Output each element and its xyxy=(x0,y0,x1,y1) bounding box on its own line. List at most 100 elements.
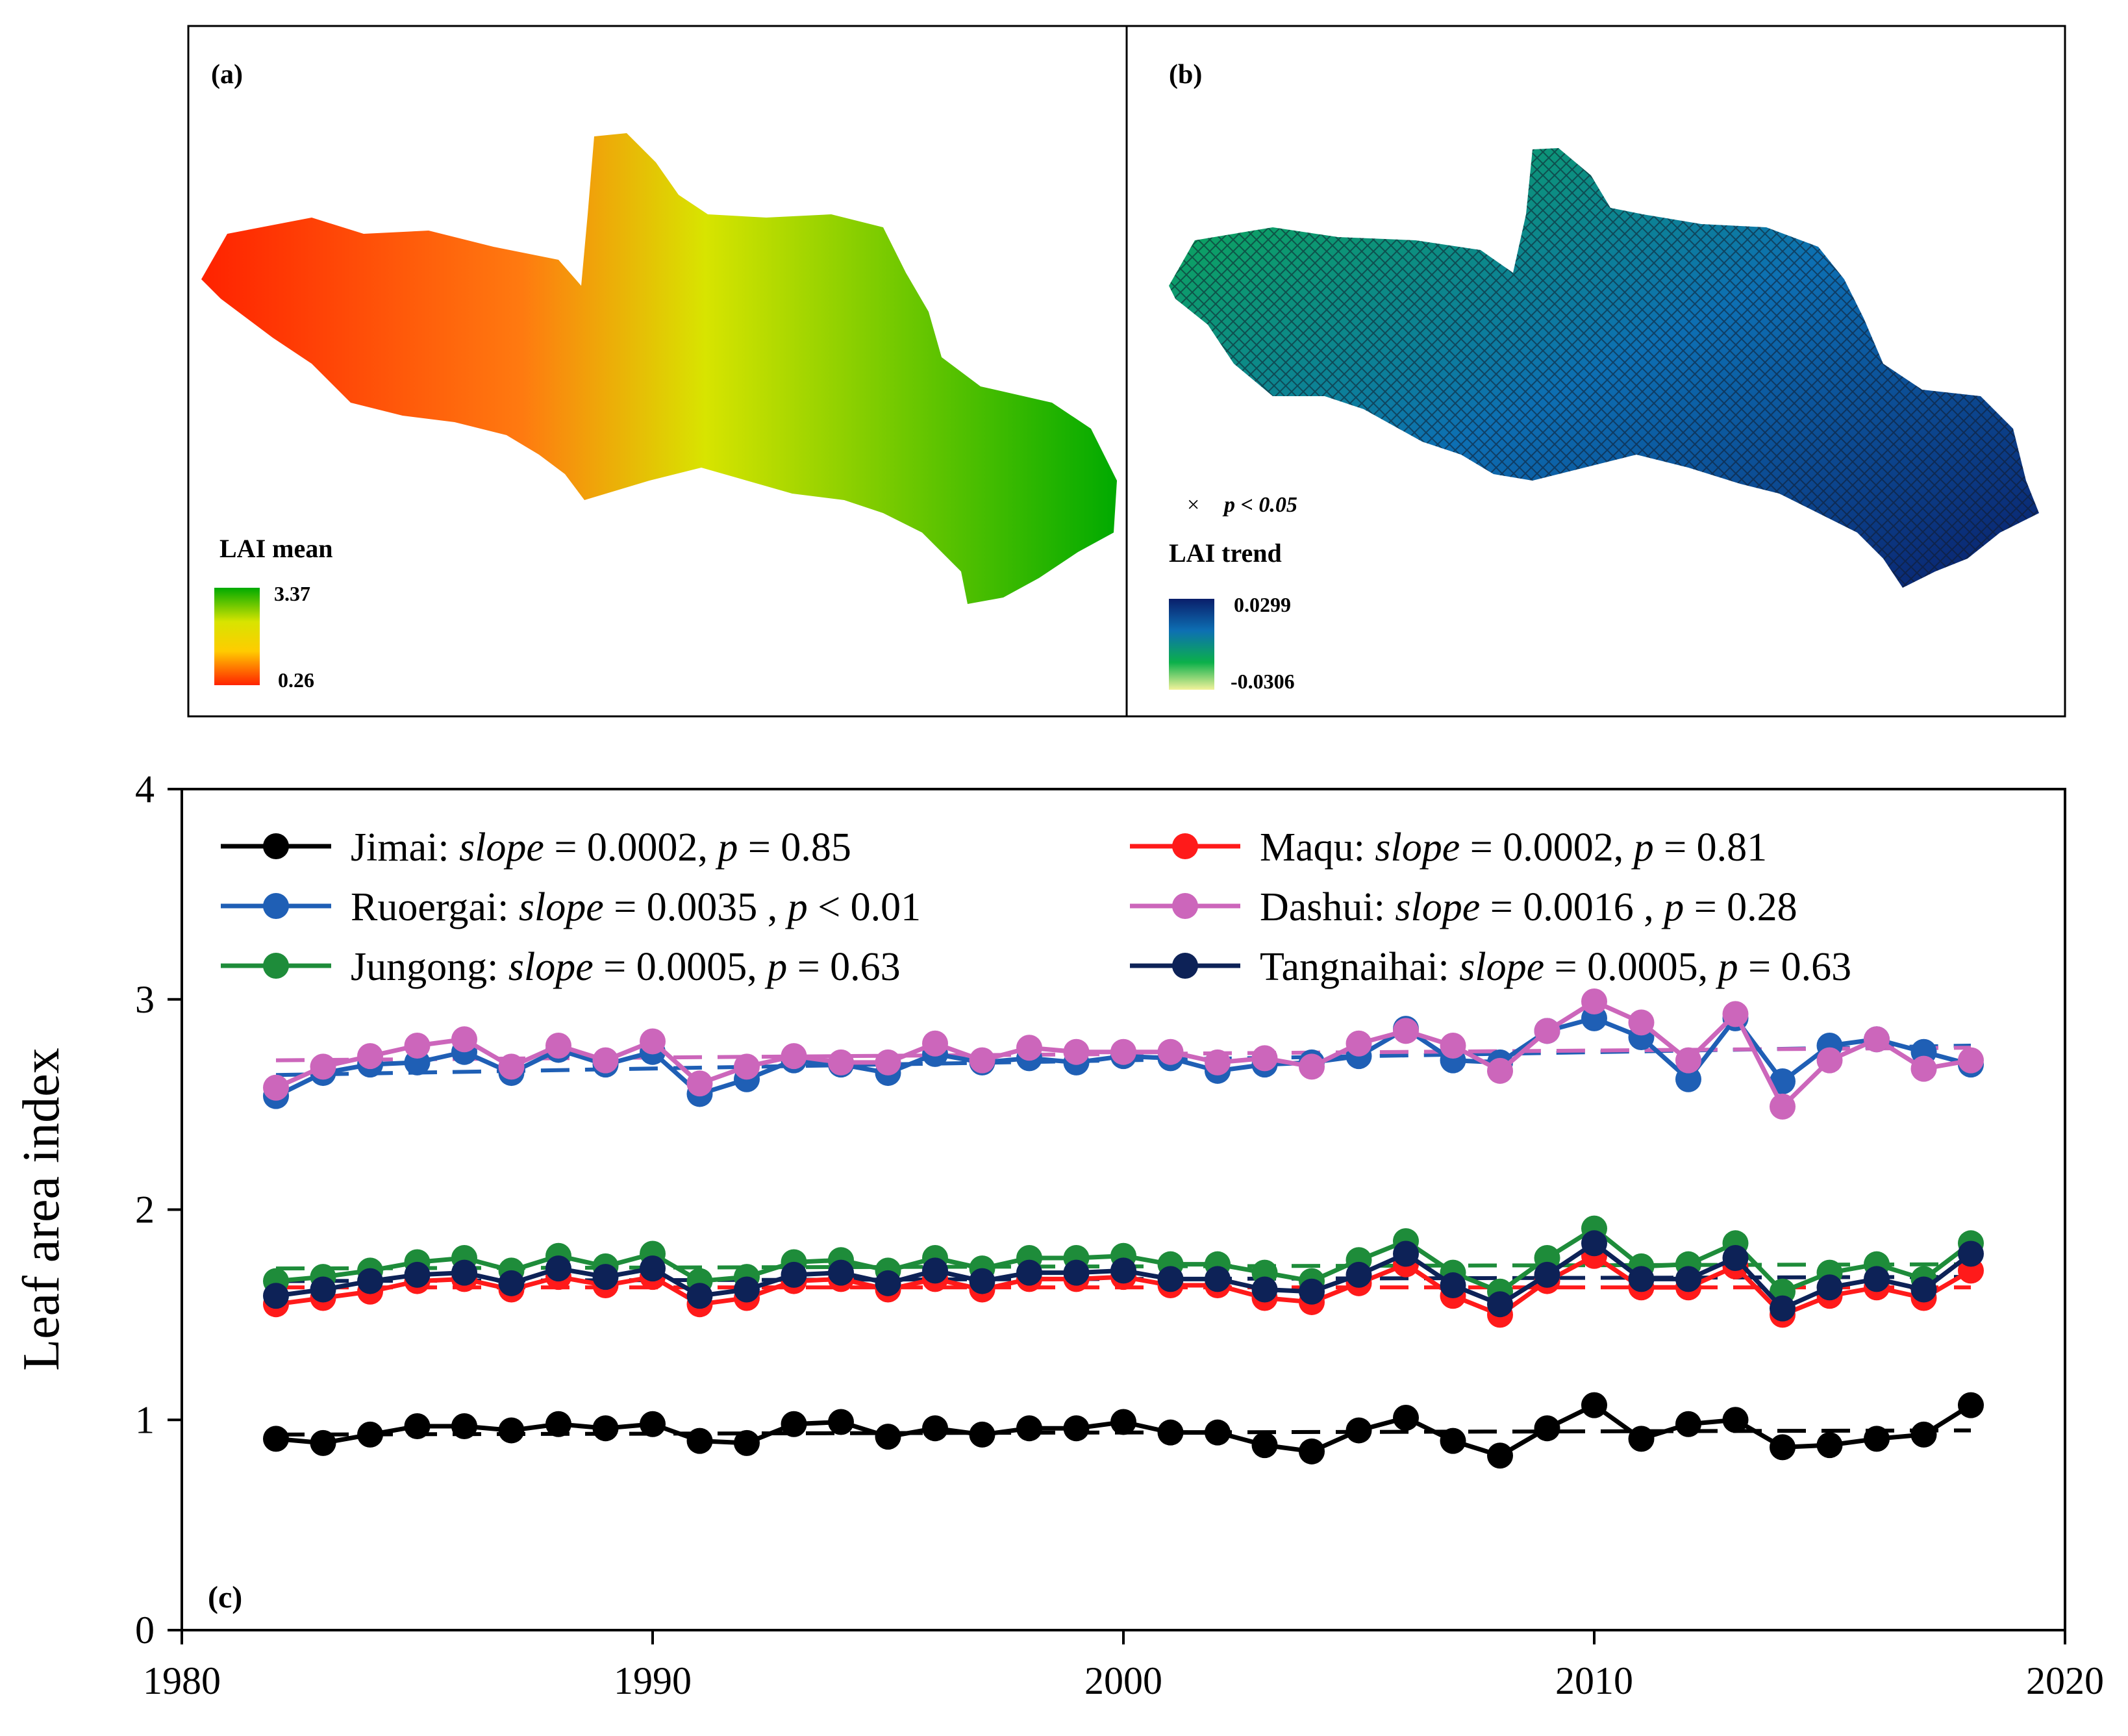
data-point-tangnaihai xyxy=(1581,1230,1607,1257)
data-point-dashui xyxy=(922,1030,948,1057)
significance-label: p < 0.05 xyxy=(1222,493,1297,517)
data-point-dashui xyxy=(828,1049,854,1076)
data-point-jimai xyxy=(640,1411,666,1437)
data-point-jimai xyxy=(1816,1432,1843,1459)
data-point-tangnaihai xyxy=(781,1261,807,1288)
data-point-tangnaihai xyxy=(1770,1295,1796,1322)
data-point-dashui xyxy=(357,1043,383,1070)
y-tick-label: 2 xyxy=(135,1189,155,1231)
lai-trend-max-label: 0.0299 xyxy=(1234,593,1291,616)
data-point-dashui xyxy=(1581,988,1607,1014)
data-point-jimai xyxy=(969,1421,995,1448)
series-dashui xyxy=(263,988,1984,1120)
data-point-dashui xyxy=(875,1049,901,1076)
data-point-dashui xyxy=(1628,1009,1655,1036)
legend-marker xyxy=(263,893,289,919)
data-point-tangnaihai xyxy=(1722,1244,1749,1271)
data-point-tangnaihai xyxy=(1016,1259,1042,1286)
data-point-jimai xyxy=(451,1413,477,1439)
data-point-dashui xyxy=(1110,1038,1136,1065)
data-point-tangnaihai xyxy=(640,1255,666,1282)
legend-label: Jungong: slope = 0.0005, p = 0.63 xyxy=(351,945,901,989)
data-point-dashui xyxy=(310,1053,336,1080)
lai-time-series-chart: 0 1 2 3 4 1980 1990 2000 2010 2020 Leaf area ind… xyxy=(13,768,2104,1702)
data-point-tangnaihai xyxy=(1346,1261,1372,1288)
data-point-dashui xyxy=(1816,1047,1843,1074)
data-point-jimai xyxy=(1393,1405,1419,1431)
data-point-jimai xyxy=(1675,1411,1701,1437)
data-point-dashui xyxy=(1675,1047,1701,1074)
data-point-dashui xyxy=(1770,1093,1796,1120)
data-point-jimai xyxy=(1487,1442,1513,1469)
data-point-jimai xyxy=(263,1426,289,1452)
data-point-jimai xyxy=(404,1413,431,1439)
data-point-tangnaihai xyxy=(1205,1266,1231,1292)
x-tick-label: 2010 xyxy=(1555,1659,1633,1702)
x-axis: 1980 1990 2000 2010 2020 xyxy=(143,1630,2104,1702)
series-jimai xyxy=(263,1392,1984,1469)
data-point-jimai xyxy=(734,1429,760,1456)
legend-item-ruoergai: Ruoergai: slope = 0.0035 , p < 0.01 xyxy=(221,885,921,929)
data-point-jimai xyxy=(1251,1432,1278,1459)
data-point-dashui xyxy=(545,1032,571,1059)
data-point-dashui xyxy=(686,1070,713,1097)
panel-c-label: (c) xyxy=(208,1580,242,1615)
lai-mean-map xyxy=(201,133,1117,604)
x-tick-label: 2020 xyxy=(2026,1659,2104,1702)
data-point-jimai xyxy=(1299,1438,1325,1465)
data-point-tangnaihai xyxy=(1675,1266,1701,1292)
data-point-jimai xyxy=(922,1415,948,1442)
legend-item-jimai: Jimai: slope = 0.0002, p = 0.85 xyxy=(221,825,851,870)
y-tick-label: 4 xyxy=(135,768,155,811)
series-tangnaihai xyxy=(263,1230,1984,1322)
data-point-dashui xyxy=(1251,1045,1278,1072)
lai-trend-significance-overlay xyxy=(1169,148,2039,588)
data-point-jimai xyxy=(1722,1407,1749,1433)
panel-b-label: (b) xyxy=(1169,60,1202,90)
data-point-tangnaihai xyxy=(404,1261,431,1288)
data-point-jimai xyxy=(875,1424,901,1450)
data-point-dashui xyxy=(1346,1030,1372,1057)
plot-area-frame xyxy=(181,788,2066,1631)
lai-trend-min-label: -0.0306 xyxy=(1231,670,1295,693)
data-point-jimai xyxy=(1534,1415,1560,1442)
data-point-jimai xyxy=(357,1421,383,1448)
data-point-jimai xyxy=(1770,1434,1796,1461)
data-point-dashui xyxy=(734,1053,760,1080)
data-point-tangnaihai xyxy=(922,1257,948,1284)
data-point-jimai xyxy=(1864,1426,1890,1452)
data-point-jimai xyxy=(1910,1421,1937,1448)
data-point-jimai xyxy=(1958,1392,1984,1418)
legend-marker xyxy=(263,953,289,979)
data-point-dashui xyxy=(592,1047,619,1074)
data-point-dashui xyxy=(1016,1035,1042,1061)
data-point-jimai xyxy=(828,1409,854,1435)
data-point-tangnaihai xyxy=(1534,1261,1560,1288)
data-point-dashui xyxy=(640,1028,666,1055)
data-point-dashui xyxy=(498,1053,525,1080)
data-point-jimai xyxy=(498,1417,525,1444)
lai-mean-max-label: 3.37 xyxy=(274,582,310,605)
data-point-dashui xyxy=(969,1047,995,1074)
data-point-dashui xyxy=(1157,1038,1184,1065)
data-point-dashui xyxy=(1440,1032,1466,1059)
x-tick-label: 1980 xyxy=(143,1659,221,1702)
y-tick-label: 1 xyxy=(135,1398,155,1441)
data-point-dashui xyxy=(1063,1038,1090,1065)
lai-trend-colorbar xyxy=(1169,599,1214,690)
data-point-dashui xyxy=(1205,1049,1231,1076)
data-point-jimai xyxy=(1063,1415,1090,1442)
data-point-dashui xyxy=(1722,1001,1749,1027)
data-point-jimai xyxy=(1205,1419,1231,1446)
significance-marker-icon: × xyxy=(1187,493,1199,517)
panel-a-label: (a) xyxy=(211,60,243,90)
legend-item-jungong: Jungong: slope = 0.0005, p = 0.63 xyxy=(221,945,901,989)
data-point-dashui xyxy=(1299,1053,1325,1080)
legend-label: Dashui: slope = 0.0016 , p = 0.28 xyxy=(1260,885,1797,929)
legend: Jimai: slope = 0.0002, p = 0.85 Maqu: slo… xyxy=(221,825,1851,989)
data-point-tangnaihai xyxy=(1063,1259,1090,1286)
data-point-tangnaihai xyxy=(263,1283,289,1309)
legend-marker xyxy=(1172,953,1198,979)
data-point-tangnaihai xyxy=(1487,1291,1513,1318)
